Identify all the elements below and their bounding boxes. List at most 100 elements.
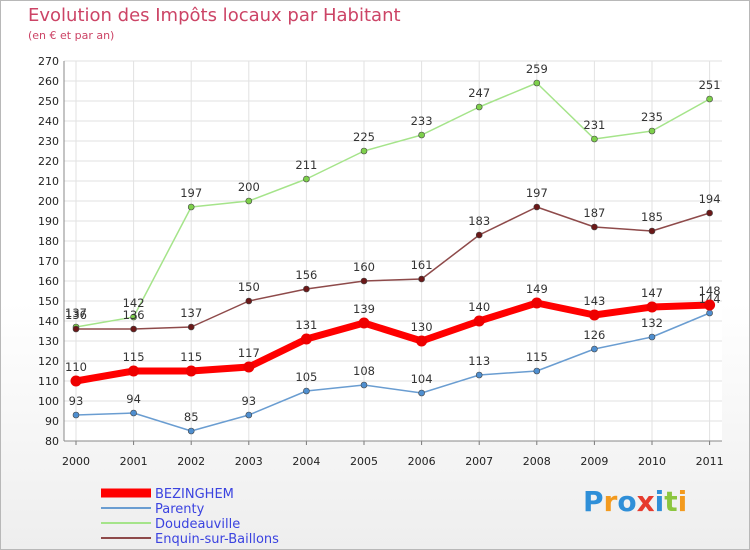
data-point: [704, 299, 716, 311]
data-point: [591, 135, 598, 143]
brand-logo: Proxiti: [583, 485, 687, 518]
data-point: [130, 409, 137, 417]
data-label: 247: [468, 86, 490, 100]
data-label: 136: [123, 308, 145, 322]
data-label: 183: [468, 214, 490, 228]
y-tick-label: 220: [38, 155, 59, 168]
x-tick-label: 2005: [350, 455, 378, 468]
data-label: 113: [468, 354, 490, 368]
data-point: [418, 275, 425, 283]
data-label: 150: [238, 280, 260, 294]
data-label: 197: [180, 186, 202, 200]
brand-logo-letter: P: [583, 485, 604, 518]
y-tick-label: 120: [38, 355, 59, 368]
y-tick-label: 90: [45, 415, 59, 428]
chart-title: Evolution des Impôts locaux par Habitant: [28, 5, 401, 26]
y-tick-label: 160: [38, 275, 59, 288]
y-tick-label: 170: [38, 255, 59, 268]
data-point: [648, 333, 656, 341]
brand-logo-letter: i: [654, 485, 665, 518]
data-label: 132: [641, 316, 663, 330]
data-label: 94: [126, 392, 141, 406]
y-tick-label: 260: [38, 75, 59, 88]
data-label: 115: [180, 350, 202, 364]
data-label: 251: [699, 78, 721, 92]
data-point: [648, 227, 656, 235]
data-label: 161: [411, 258, 433, 272]
x-tick-label: 2001: [120, 455, 148, 468]
data-point: [475, 103, 483, 111]
series-line: [75, 312, 711, 432]
data-label: 259: [526, 62, 548, 76]
data-label: 136: [65, 308, 87, 322]
data-point: [245, 411, 253, 419]
y-tick-label: 250: [38, 95, 59, 108]
brand-logo-letter: r: [603, 485, 618, 518]
data-label: 200: [238, 180, 260, 194]
data-point: [706, 209, 713, 217]
data-label: 156: [295, 268, 317, 282]
y-tick-label: 230: [38, 135, 59, 148]
y-tick-label: 210: [38, 175, 59, 188]
x-tick-label: 2007: [465, 455, 493, 468]
data-point: [648, 127, 656, 135]
data-point: [475, 231, 483, 239]
data-point: [72, 325, 80, 333]
series-line: [72, 299, 714, 385]
data-point: [533, 79, 541, 87]
data-label: 110: [65, 360, 87, 374]
data-label: 194: [699, 192, 721, 206]
data-point: [418, 389, 425, 397]
data-point: [706, 309, 713, 317]
data-point: [303, 175, 310, 183]
data-label: 160: [353, 260, 375, 274]
data-point: [185, 365, 197, 377]
data-point: [128, 365, 140, 377]
data-point: [303, 387, 310, 395]
data-label: 235: [641, 110, 663, 124]
data-point: [245, 297, 253, 305]
chart-subtitle: (en € et par an): [28, 29, 115, 42]
x-tick-label: 2003: [235, 455, 263, 468]
legend-label: Doudeauville: [155, 517, 240, 532]
legend-label: BEZINGHEM: [155, 487, 234, 502]
data-label: 93: [69, 394, 84, 408]
data-label: 137: [65, 306, 87, 320]
data-point: [72, 411, 80, 419]
y-tick-label: 190: [38, 215, 59, 228]
data-point: [70, 375, 82, 387]
data-point: [187, 427, 195, 435]
y-tick-label: 200: [38, 195, 59, 208]
data-label: 211: [295, 158, 317, 172]
data-point: [303, 285, 310, 293]
x-tick-label: 2002: [177, 455, 205, 468]
data-point: [130, 325, 137, 333]
data-label: 144: [699, 292, 721, 306]
data-point: [187, 323, 195, 331]
data-label: 143: [583, 294, 605, 308]
data-point: [300, 333, 312, 345]
data-point: [646, 301, 658, 313]
data-label: 117: [238, 346, 260, 360]
data-label: 130: [411, 320, 433, 334]
x-tick-label: 2011: [696, 455, 724, 468]
data-label: 148: [699, 284, 721, 298]
y-tick-label: 110: [38, 375, 59, 388]
data-label: 105: [295, 370, 317, 384]
data-label: 137: [180, 306, 202, 320]
data-point: [475, 371, 483, 379]
data-point: [473, 315, 485, 327]
data-label: 126: [583, 328, 605, 342]
y-tick-label: 270: [38, 55, 59, 68]
x-tick-label: 2010: [638, 455, 666, 468]
y-tick-label: 100: [38, 395, 59, 408]
data-label: 187: [583, 206, 605, 220]
brand-logo-letter: x: [636, 485, 655, 518]
data-label: 233: [411, 114, 433, 128]
x-tick-label: 2006: [408, 455, 436, 468]
data-point: [588, 309, 600, 321]
x-tick-label: 2008: [523, 455, 551, 468]
data-point: [360, 381, 368, 389]
